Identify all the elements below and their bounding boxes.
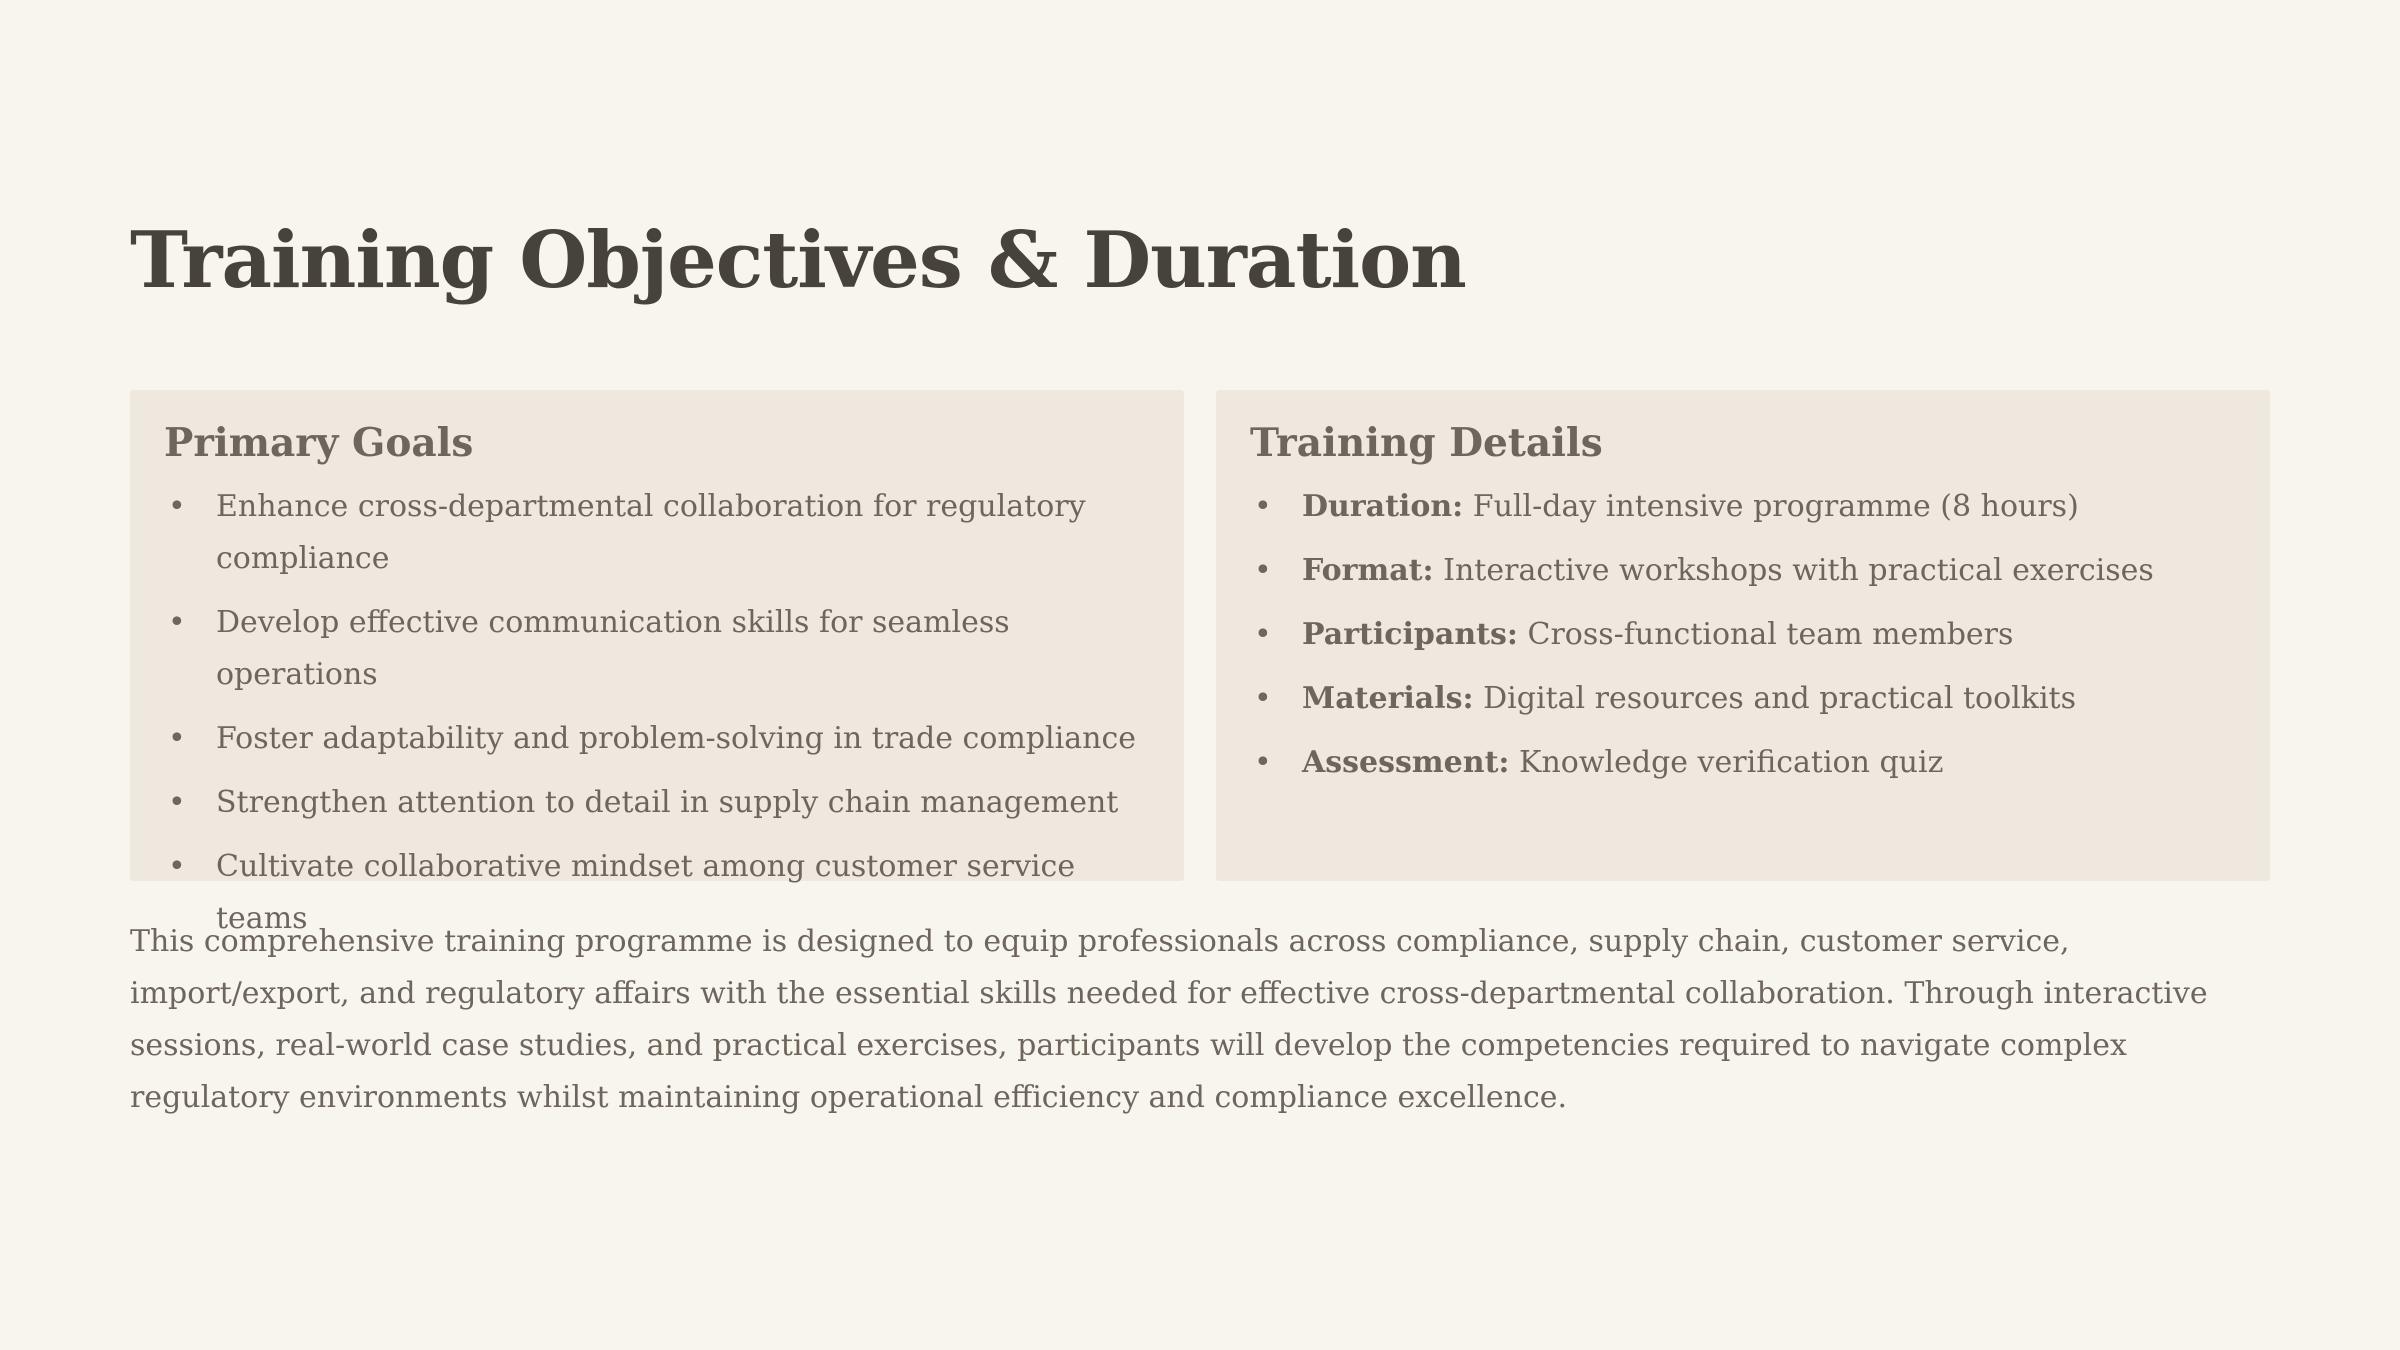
primary-goals-heading: Primary Goals bbox=[164, 420, 474, 466]
bullet-icon: • bbox=[168, 720, 186, 756]
panels-row: Primary Goals • Enhance cross-departmenta… bbox=[130, 390, 2270, 936]
bullet-icon: • bbox=[1254, 488, 1272, 524]
description-paragraph: This comprehensive training programme is… bbox=[130, 924, 2208, 1115]
goal-text: Strengthen attention to detail in supply… bbox=[216, 784, 1119, 820]
bullet-icon: • bbox=[168, 848, 186, 884]
detail-key: Materials: bbox=[1302, 680, 1474, 716]
slide: Training Objectives & Duration Primary G… bbox=[130, 0, 2270, 1350]
detail-item-materials: • Materials: Digital resources and practi… bbox=[1250, 673, 2236, 725]
detail-item-assessment: • Assessment: Knowledge verification quiz bbox=[1250, 737, 2236, 789]
detail-value: Cross-functional team members bbox=[1517, 616, 2014, 652]
bullet-icon: • bbox=[1254, 680, 1272, 716]
goal-text: Foster adaptability and problem-solving … bbox=[216, 720, 1137, 756]
detail-item-participants: • Participants: Cross-functional team mem… bbox=[1250, 609, 2236, 661]
training-details-list: • Duration: Full-day intensive programme … bbox=[1250, 481, 2236, 789]
training-details-panel: Training Details • Duration: Full-day int… bbox=[1216, 390, 2270, 881]
goal-text: Enhance cross-departmental collaboration… bbox=[216, 488, 1086, 576]
detail-value: Interactive workshops with practical exe… bbox=[1433, 552, 2154, 588]
detail-item-duration: • Duration: Full-day intensive programme … bbox=[1250, 481, 2236, 533]
goal-text: Develop effective communication skills f… bbox=[216, 604, 1010, 692]
goal-text: Cultivate collaborative mindset among cu… bbox=[216, 848, 1076, 936]
goal-item: • Enhance cross-departmental collaboratio… bbox=[164, 481, 1150, 585]
goal-item: • Foster adaptability and problem-solving… bbox=[164, 713, 1150, 765]
detail-item-format: • Format: Interactive workshops with prac… bbox=[1250, 545, 2236, 597]
bullet-icon: • bbox=[168, 604, 186, 640]
primary-goals-list: • Enhance cross-departmental collaboratio… bbox=[164, 481, 1150, 945]
training-details-heading: Training Details bbox=[1250, 420, 1603, 466]
detail-value: Knowledge verification quiz bbox=[1509, 744, 1944, 780]
detail-key: Format: bbox=[1302, 552, 1434, 588]
detail-key: Duration: bbox=[1302, 488, 1464, 524]
goal-item: • Strengthen attention to detail in suppl… bbox=[164, 777, 1150, 829]
bullet-icon: • bbox=[1254, 552, 1272, 588]
bullet-icon: • bbox=[168, 488, 186, 524]
goal-item: • Cultivate collaborative mindset among c… bbox=[164, 841, 1150, 945]
bullet-icon: • bbox=[1254, 616, 1272, 652]
primary-goals-panel: Primary Goals • Enhance cross-departmenta… bbox=[130, 390, 1184, 936]
bullet-icon: • bbox=[1254, 744, 1272, 780]
detail-key: Assessment: bbox=[1302, 744, 1510, 780]
detail-key: Participants: bbox=[1302, 616, 1518, 652]
bullet-icon: • bbox=[168, 784, 186, 820]
page-title: Training Objectives & Duration bbox=[130, 215, 1467, 306]
detail-value: Digital resources and practical toolkits bbox=[1473, 680, 2076, 716]
detail-value: Full-day intensive programme (8 hours) bbox=[1463, 488, 2079, 524]
goal-item: • Develop effective communication skills … bbox=[164, 597, 1150, 701]
